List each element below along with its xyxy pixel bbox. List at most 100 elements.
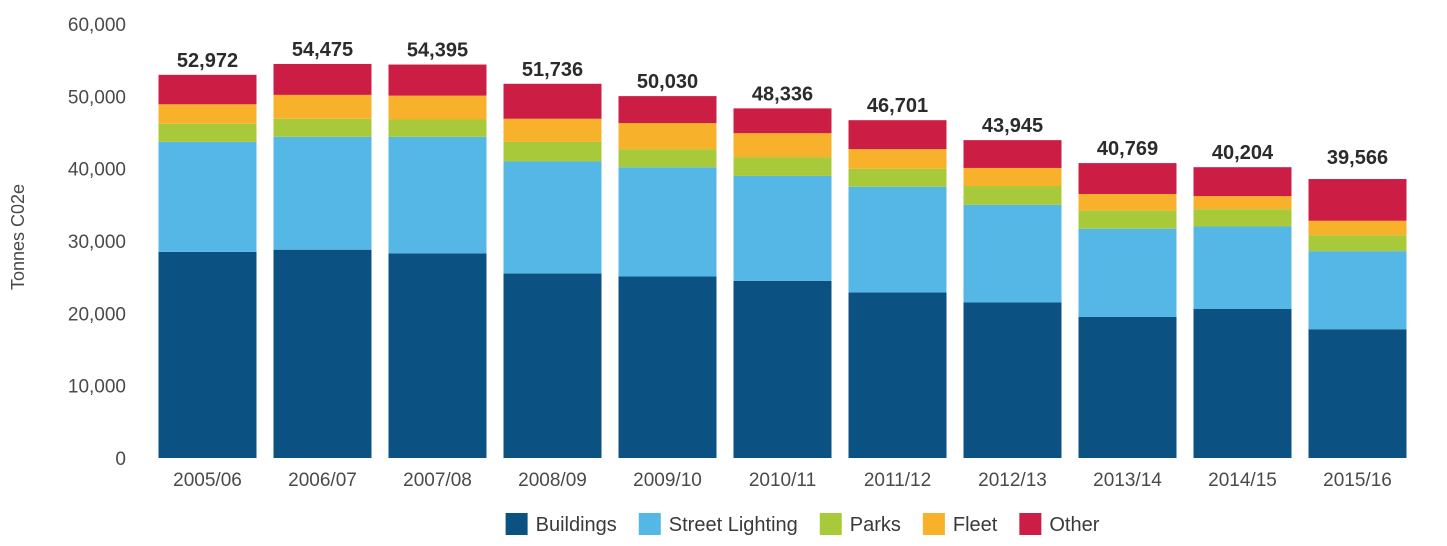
bar-segment-other bbox=[273, 63, 372, 95]
bar-segment-fleet bbox=[1308, 220, 1407, 236]
bars bbox=[158, 63, 1407, 458]
bar-segment-parks bbox=[848, 168, 947, 187]
bar-total-label: 40,769 bbox=[1097, 138, 1158, 160]
bar-total-label: 54,475 bbox=[292, 39, 353, 61]
bar-segment-parks bbox=[273, 118, 372, 137]
bar-segment-street-lighting bbox=[963, 204, 1062, 303]
bar-segment-street-lighting bbox=[848, 186, 947, 293]
y-axis-title: Tonnes C02e bbox=[8, 184, 28, 290]
bar-segment-street-lighting bbox=[273, 136, 372, 250]
bar-segment-buildings bbox=[1078, 316, 1177, 458]
bar-segment-parks bbox=[733, 157, 832, 176]
legend-item: Parks bbox=[819, 513, 901, 536]
bar-total-label: 46,701 bbox=[867, 95, 928, 117]
x-tick-label: 2008/09 bbox=[518, 470, 587, 491]
bar-segment-street-lighting bbox=[733, 175, 832, 281]
x-tick-label: 2015/16 bbox=[1323, 470, 1392, 491]
y-tick-label: 20,000 bbox=[68, 304, 126, 325]
legend-label: Buildings bbox=[536, 514, 617, 536]
bar-segment-fleet bbox=[388, 95, 487, 120]
bar-total-label: 54,395 bbox=[407, 40, 468, 62]
bar-segment-other bbox=[158, 74, 257, 105]
bar-segment-fleet bbox=[503, 118, 602, 142]
bar-segment-buildings bbox=[158, 251, 257, 458]
bar-segment-fleet bbox=[1193, 196, 1292, 210]
y-tick-label: 10,000 bbox=[68, 377, 126, 398]
bar-segment-other bbox=[1078, 163, 1177, 194]
legend-label: Other bbox=[1049, 514, 1099, 536]
bar-segment-street-lighting bbox=[618, 167, 717, 277]
x-tick-label: 2010/11 bbox=[749, 470, 816, 491]
bar-segment-street-lighting bbox=[1308, 251, 1407, 330]
legend-item: Buildings bbox=[505, 513, 617, 536]
bar-segment-street-lighting bbox=[503, 161, 602, 274]
bar-total-label: 52,972 bbox=[177, 50, 238, 72]
bar-segment-other bbox=[1193, 167, 1292, 197]
x-tick-label: 2006/07 bbox=[288, 470, 357, 491]
legend-swatch bbox=[1019, 513, 1042, 535]
bar-segment-other bbox=[848, 120, 947, 150]
bar-segment-parks bbox=[1078, 210, 1177, 229]
bar-segment-buildings bbox=[1193, 308, 1292, 458]
bar-segment-other bbox=[1308, 179, 1407, 221]
y-tick-label: 0 bbox=[115, 449, 126, 470]
legend: Buildings Street Lighting Parks Fleet Other bbox=[505, 513, 1100, 536]
bar-segment-fleet bbox=[1078, 193, 1177, 211]
bar-segment-parks bbox=[1193, 209, 1292, 227]
bar-segment-buildings bbox=[503, 273, 602, 458]
bar-segment-parks bbox=[618, 149, 717, 168]
bar-segment-street-lighting bbox=[1078, 228, 1177, 317]
x-tick-label: 2007/08 bbox=[403, 470, 472, 491]
bar-segment-buildings bbox=[963, 302, 1062, 458]
legend-swatch bbox=[638, 513, 661, 535]
x-axis-ticks: 2005/06 2006/07 2007/08 2008/09 2009/10 2010/… bbox=[173, 470, 1392, 491]
bar-total-label: 48,336 bbox=[752, 83, 813, 105]
bar-segment-parks bbox=[963, 186, 1062, 205]
bar-total-label: 50,030 bbox=[637, 71, 698, 93]
bar-segment-fleet bbox=[733, 133, 832, 158]
bar-segment-fleet bbox=[158, 104, 257, 124]
bar-segment-fleet bbox=[848, 149, 947, 169]
bar-segment-other bbox=[503, 83, 602, 119]
bar-segment-street-lighting bbox=[388, 136, 487, 254]
bar-segment-fleet bbox=[273, 94, 372, 119]
bar-segment-other bbox=[733, 108, 832, 134]
bar-total-label: 40,204 bbox=[1212, 142, 1274, 164]
bar-segment-buildings bbox=[1308, 329, 1407, 458]
y-axis-ticks: 0 10,000 20,000 30,000 40,000 50,000 60,000 bbox=[68, 15, 126, 470]
x-tick-label: 2005/06 bbox=[173, 470, 242, 491]
legend-label: Street Lighting bbox=[669, 514, 798, 536]
legend-swatch bbox=[819, 513, 842, 535]
y-tick-label: 60,000 bbox=[68, 15, 126, 36]
bar-segment-parks bbox=[1308, 235, 1407, 252]
bar-segment-buildings bbox=[388, 253, 487, 458]
bar-total-label: 43,945 bbox=[982, 115, 1043, 137]
legend-swatch bbox=[922, 513, 945, 535]
total-labels: 52,972 54,475 54,395 51,736 50,030 48,336 46,7… bbox=[177, 39, 1388, 169]
legend-item: Fleet bbox=[922, 513, 998, 536]
bar-segment-parks bbox=[158, 123, 257, 142]
y-tick-label: 40,000 bbox=[68, 160, 126, 181]
x-tick-label: 2009/10 bbox=[633, 470, 702, 491]
x-tick-label: 2012/13 bbox=[978, 470, 1047, 491]
bar-segment-buildings bbox=[618, 276, 717, 458]
legend-label: Fleet bbox=[953, 514, 998, 536]
legend-item: Other bbox=[1019, 513, 1100, 536]
bar-segment-parks bbox=[388, 119, 487, 137]
bar-segment-other bbox=[388, 64, 487, 96]
bar-segment-buildings bbox=[848, 292, 947, 458]
x-tick-label: 2013/14 bbox=[1093, 470, 1162, 491]
bar-segment-other bbox=[618, 96, 717, 124]
bar-segment-parks bbox=[503, 141, 602, 162]
bar-segment-other bbox=[963, 140, 1062, 168]
bar-segment-street-lighting bbox=[1193, 226, 1292, 309]
x-tick-label: 2014/15 bbox=[1208, 470, 1277, 491]
legend-item: Street Lighting bbox=[638, 513, 798, 536]
bar-segment-fleet bbox=[618, 123, 717, 150]
bar-segment-buildings bbox=[273, 249, 372, 458]
y-tick-label: 30,000 bbox=[68, 232, 126, 253]
bar-total-label: 51,736 bbox=[522, 59, 583, 81]
bar-segment-street-lighting bbox=[158, 141, 257, 252]
bar-segment-fleet bbox=[963, 167, 1062, 187]
